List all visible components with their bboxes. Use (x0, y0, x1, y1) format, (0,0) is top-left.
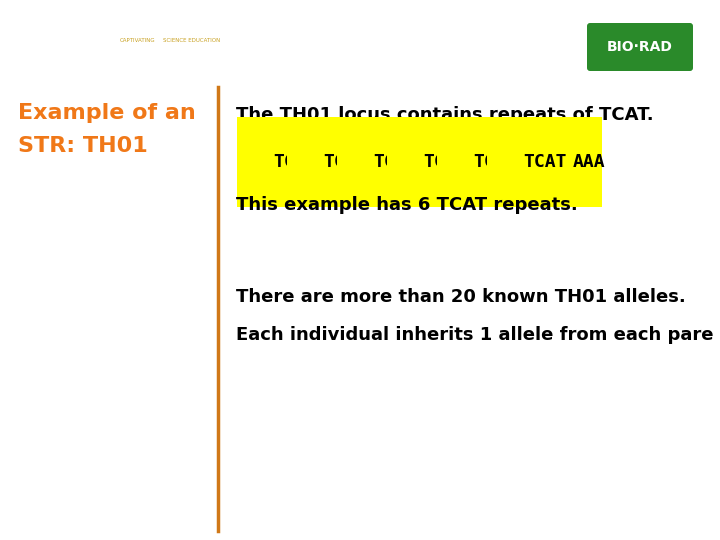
Text: TCAT: TCAT (373, 153, 416, 171)
Text: CAPTIVATING: CAPTIVATING (120, 38, 156, 43)
Text: TCAT: TCAT (423, 153, 467, 171)
Text: Each individual inherits 1 allele from each pare: Each individual inherits 1 allele from e… (236, 326, 714, 344)
Text: Biotechnology: Biotechnology (28, 26, 150, 41)
Text: Example of an: Example of an (18, 103, 196, 123)
Text: TCAT: TCAT (273, 153, 316, 171)
Text: CCC: CCC (236, 153, 279, 171)
Text: SCIENCE EDUCATION: SCIENCE EDUCATION (163, 38, 220, 43)
FancyBboxPatch shape (587, 23, 693, 71)
Text: This example has 6 TCAT repeats.: This example has 6 TCAT repeats. (236, 196, 577, 214)
Text: AAA: AAA (573, 153, 606, 171)
Text: There are more than 20 known TH01 alleles.: There are more than 20 known TH01 allele… (236, 288, 685, 306)
Text: TCAT: TCAT (523, 153, 567, 171)
Text: STR: TH01: STR: TH01 (18, 136, 148, 156)
Text: BIO·RAD: BIO·RAD (607, 40, 673, 54)
Text: TCAT: TCAT (473, 153, 516, 171)
Text: The TH01 locus contains repeats of TCAT.: The TH01 locus contains repeats of TCAT. (236, 106, 654, 124)
Text: Explorer: Explorer (36, 48, 121, 66)
Text: TCAT: TCAT (323, 153, 366, 171)
